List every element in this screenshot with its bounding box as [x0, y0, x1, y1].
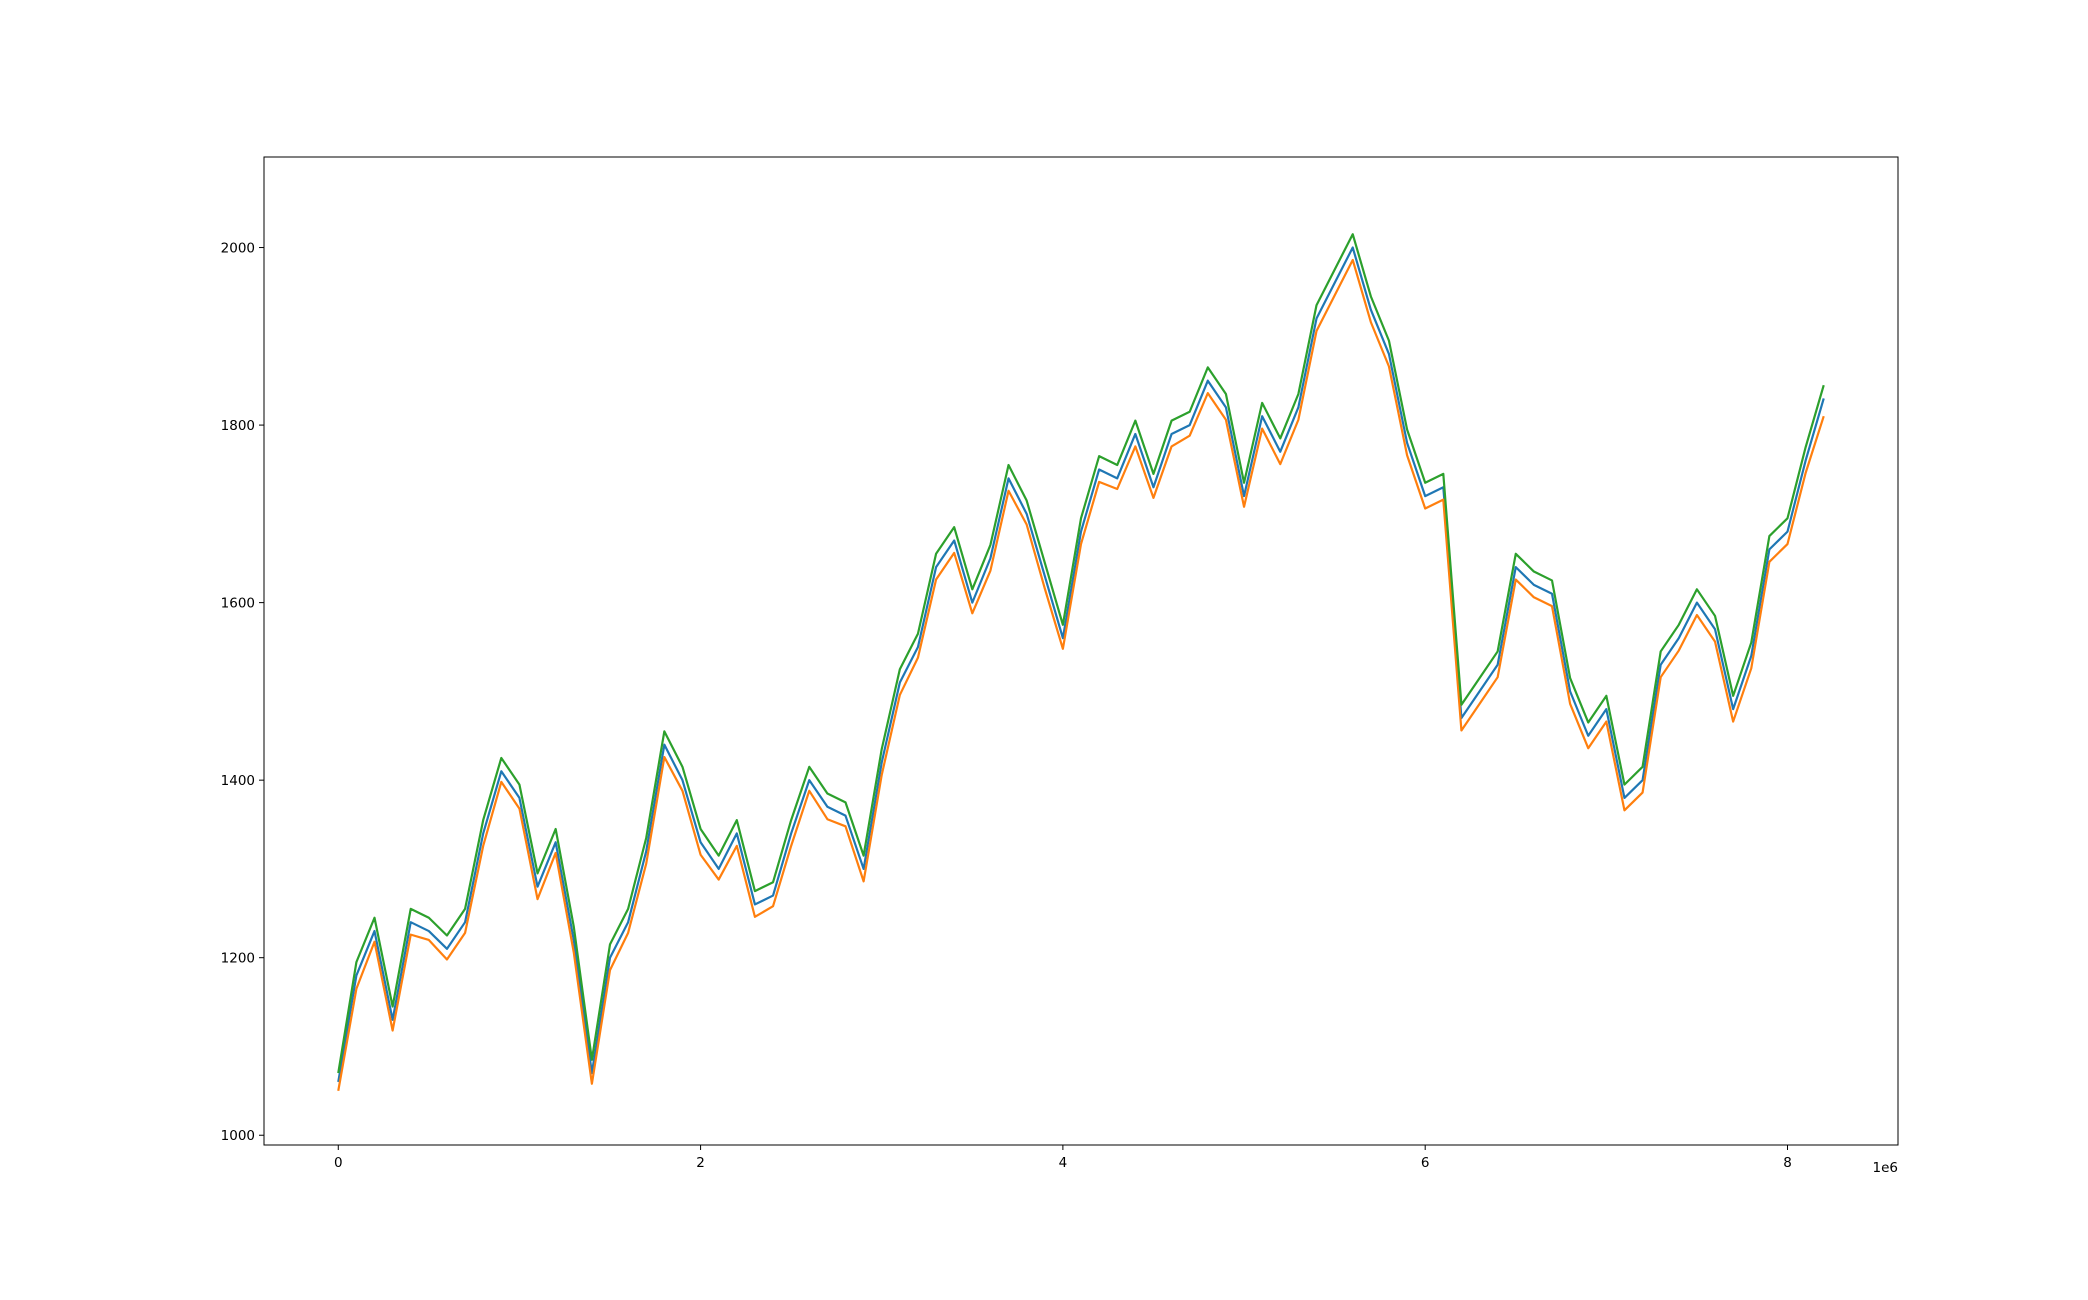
- data-line: [337, 233, 1825, 1074]
- x-tick-label: 0: [334, 1155, 343, 1171]
- y-tick-label: 1800: [221, 418, 255, 434]
- data-line: [337, 258, 1825, 1092]
- data-line: [337, 246, 1825, 1083]
- y-tick-label: 1200: [221, 951, 255, 967]
- y-tick-label: 1400: [221, 773, 255, 789]
- x-tick-label: 4: [1059, 1155, 1068, 1171]
- x-tick-label: 8: [1783, 1155, 1792, 1171]
- axes-frame: [263, 156, 1899, 1146]
- x-offset-label: 1e6: [1873, 1160, 1898, 1176]
- y-tick-label: 1000: [221, 1128, 255, 1144]
- x-tick-label: 6: [1421, 1155, 1430, 1171]
- y-tick-label: 2000: [221, 241, 255, 257]
- x-tick-label: 2: [696, 1155, 705, 1171]
- y-tick-label: 1600: [221, 596, 255, 612]
